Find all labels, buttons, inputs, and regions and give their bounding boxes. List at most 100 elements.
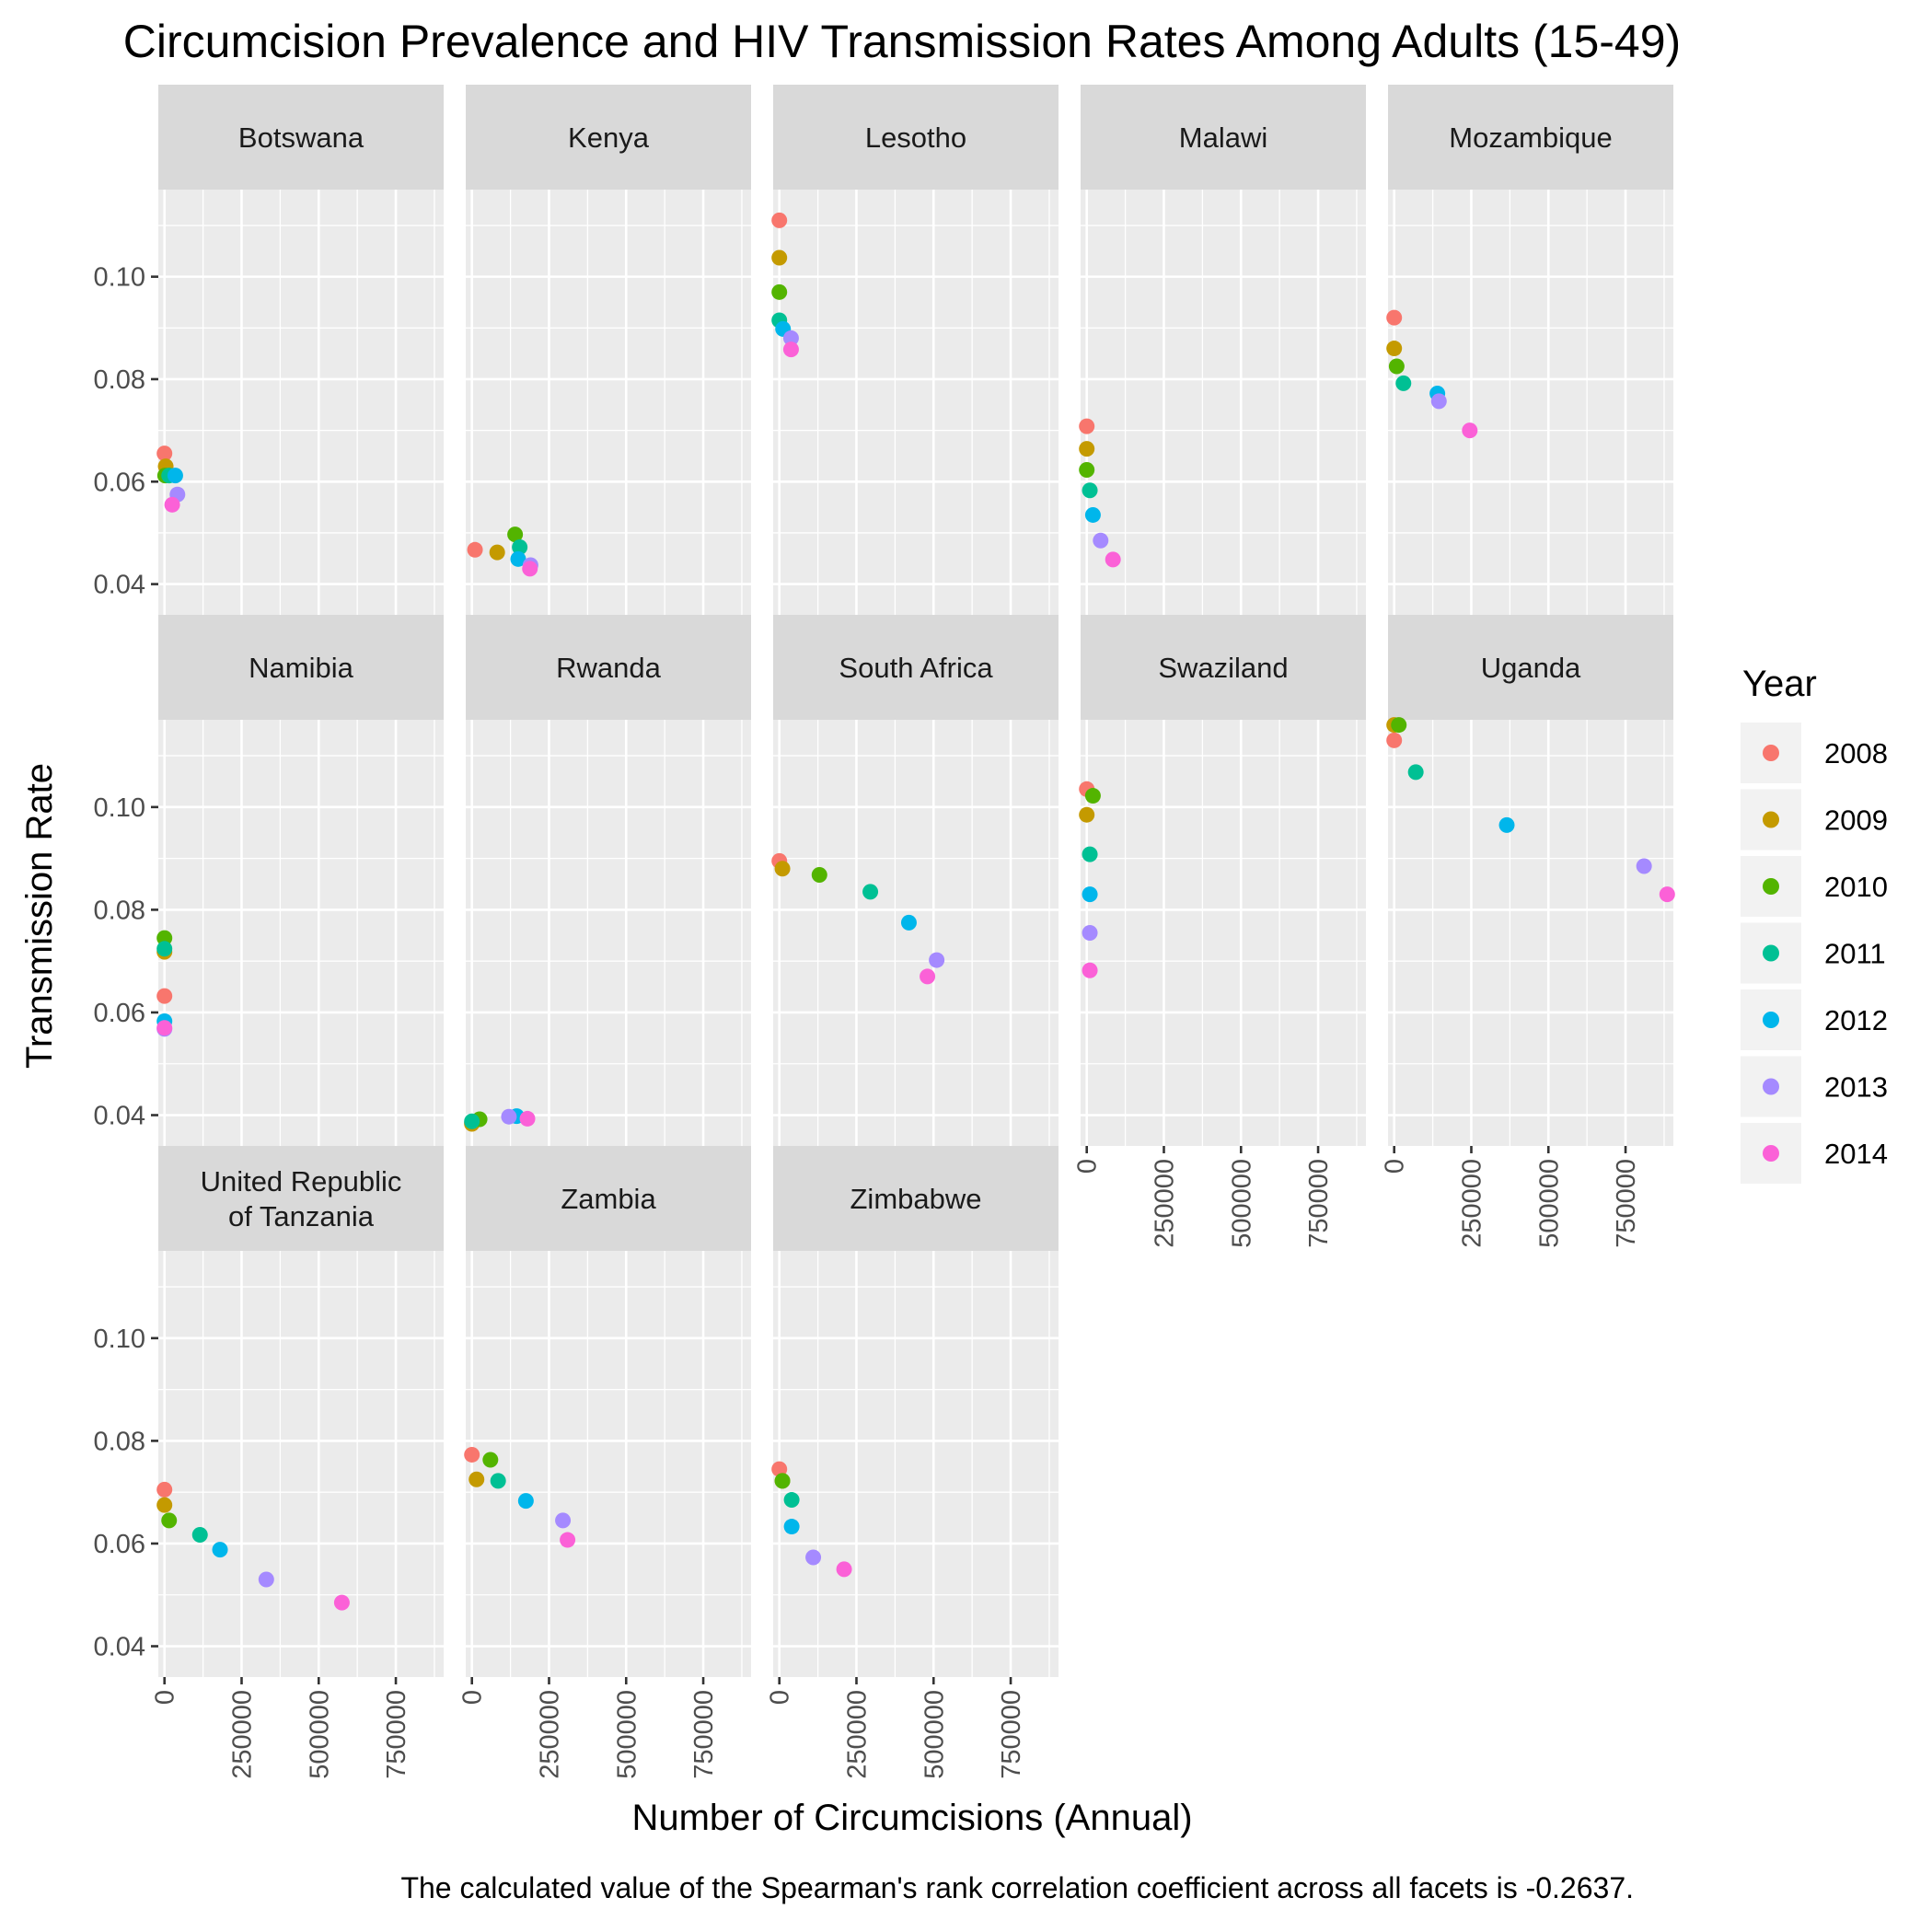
facet-strip-label: Lesotho	[865, 121, 966, 154]
legend-label-2009: 2009	[1824, 804, 1888, 837]
legend-label-2008: 2008	[1824, 737, 1888, 769]
data-point-2013	[555, 1512, 572, 1529]
x-tick-label: 750000	[1612, 1159, 1641, 1248]
facet-strip-label: Kenya	[568, 121, 650, 154]
data-point-2009	[1079, 806, 1095, 823]
data-point-2013	[1636, 858, 1652, 874]
data-point-2013	[258, 1571, 274, 1588]
data-point-2014	[333, 1594, 350, 1611]
data-point-2014	[920, 968, 936, 985]
legend-point-2009	[1763, 811, 1779, 828]
data-point-2010	[811, 866, 827, 883]
x-tick-label: 750000	[1304, 1159, 1334, 1248]
y-tick-label: 0.04	[94, 1102, 145, 1131]
y-tick-label: 0.04	[94, 1633, 145, 1662]
data-point-2012	[1082, 886, 1098, 903]
data-point-2008	[467, 541, 483, 558]
data-point-2013	[782, 330, 799, 346]
data-point-2012	[167, 468, 183, 484]
chart-title: Circumcision Prevalence and HIV Transmis…	[123, 16, 1681, 67]
legend-label-2014: 2014	[1824, 1138, 1888, 1170]
facet-strip-label: Botswana	[238, 121, 364, 154]
data-point-2011	[156, 941, 173, 957]
legend-title: Year	[1742, 664, 1817, 704]
data-point-2011	[191, 1526, 208, 1543]
panel-background	[1388, 720, 1673, 1146]
panel-background	[158, 190, 444, 615]
panel-background	[773, 1251, 1059, 1677]
facet-namibia: Namibia 0.04 0.06 0.08 0.10	[94, 615, 444, 1146]
x-tick-label: 250000	[227, 1690, 257, 1779]
facet-strip-label: Zambia	[561, 1183, 656, 1215]
facet-strip	[1388, 615, 1673, 720]
data-point-2010	[771, 283, 788, 300]
y-tick-label: 0.08	[94, 365, 145, 395]
panel-background	[158, 1251, 444, 1677]
facet-kenya: Kenya	[466, 85, 751, 615]
data-point-2010	[1084, 788, 1101, 804]
data-point-2012	[783, 1519, 800, 1535]
panel-background	[1081, 190, 1366, 615]
x-tick-label: 0	[458, 1690, 488, 1705]
data-point-2008	[771, 212, 788, 228]
legend-point-2014	[1763, 1145, 1779, 1162]
facet-rwanda: Rwanda	[464, 615, 751, 1146]
data-point-2011	[1395, 375, 1412, 391]
facet-strip-label: Swaziland	[1158, 652, 1288, 684]
x-tick-label: 0	[1073, 1159, 1103, 1174]
x-tick-label: 0	[766, 1690, 795, 1705]
data-point-2013	[501, 1108, 517, 1125]
data-point-2008	[156, 988, 173, 1004]
facet-strip-label: Malawi	[1179, 121, 1267, 154]
facet-strip	[1388, 85, 1673, 190]
data-point-2014	[1082, 962, 1098, 978]
y-tick-label: 0.10	[94, 263, 145, 293]
facet-strip-label: Rwanda	[556, 652, 661, 684]
facet-strip-label: United Republic	[201, 1165, 402, 1197]
y-tick-label: 0.10	[94, 1325, 145, 1354]
data-point-2013	[1430, 393, 1447, 410]
caption: The calculated value of the Spearman's r…	[400, 1871, 1634, 1904]
data-point-2011	[464, 1113, 480, 1129]
data-point-2011	[783, 1492, 800, 1509]
facet-botswana: Botswana 0.04 0.06 0.08 0.10	[94, 85, 444, 615]
data-point-2009	[1386, 341, 1403, 357]
x-tick-label: 0	[1381, 1159, 1410, 1174]
facet-strip-label: Uganda	[1481, 652, 1581, 684]
facet-strip	[1081, 615, 1366, 720]
x-tick-label: 250000	[1457, 1159, 1487, 1248]
facet-strip	[158, 1146, 444, 1251]
legend-point-2011	[1763, 944, 1779, 962]
data-point-2008	[156, 445, 173, 462]
y-tick-label: 0.06	[94, 999, 145, 1028]
y-tick-label: 0.08	[94, 896, 145, 925]
y-tick-label: 0.10	[94, 793, 145, 823]
data-point-2010	[774, 1473, 791, 1489]
facet-strip	[1081, 85, 1366, 190]
data-point-2011	[512, 539, 528, 556]
data-point-2012	[510, 550, 526, 567]
data-point-2011	[1407, 764, 1424, 781]
facet-uganda: Uganda 0 250000 500000 750000	[1381, 615, 1675, 1248]
y-tick-label: 0.08	[94, 1427, 145, 1456]
x-tick-label: 250000	[535, 1690, 564, 1779]
data-point-2014	[156, 1020, 173, 1036]
data-point-2011	[490, 1473, 506, 1489]
data-point-2008	[1386, 309, 1403, 326]
data-point-2010	[1388, 358, 1405, 375]
facet-zimbabwe: Zimbabwe 0 250000 500000 750000	[766, 1146, 1059, 1779]
panel-background	[1081, 720, 1366, 1146]
facet-strip-label: South Africa	[839, 652, 993, 684]
data-point-2009	[1079, 441, 1095, 457]
data-point-2009	[156, 1497, 173, 1513]
x-tick-label: 750000	[382, 1690, 411, 1779]
data-point-2009	[774, 861, 791, 877]
data-point-2010	[156, 930, 173, 946]
data-point-2014	[522, 561, 538, 577]
facet-mozambique: Mozambique	[1386, 85, 1673, 615]
facet-grid: Botswana 0.04 0.06 0.08 0.10 Kenya Lesotho Mala…	[94, 85, 1675, 1779]
data-point-2014	[1659, 886, 1675, 903]
data-point-2013	[929, 952, 945, 968]
facet-strip-label: Mozambique	[1449, 121, 1612, 154]
